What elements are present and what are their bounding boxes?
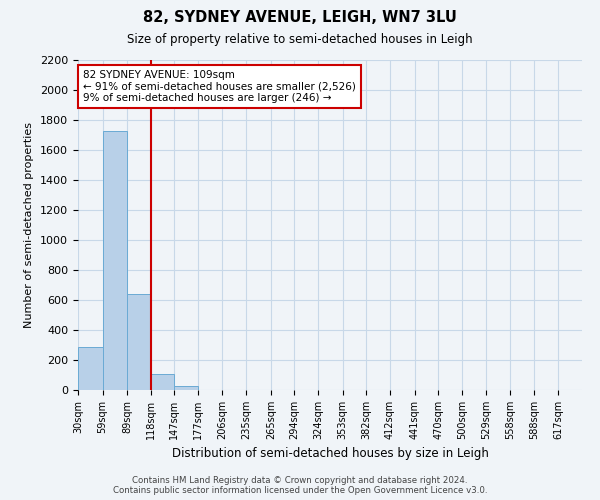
Bar bbox=[151, 374, 175, 390]
Text: 82 SYDNEY AVENUE: 109sqm
← 91% of semi-detached houses are smaller (2,526)
9% of: 82 SYDNEY AVENUE: 109sqm ← 91% of semi-d… bbox=[83, 70, 356, 103]
Text: 82, SYDNEY AVENUE, LEIGH, WN7 3LU: 82, SYDNEY AVENUE, LEIGH, WN7 3LU bbox=[143, 10, 457, 25]
Bar bbox=[78, 346, 103, 390]
Y-axis label: Number of semi-detached properties: Number of semi-detached properties bbox=[25, 122, 34, 328]
Bar bbox=[127, 294, 151, 390]
X-axis label: Distribution of semi-detached houses by size in Leigh: Distribution of semi-detached houses by … bbox=[172, 448, 488, 460]
Text: Contains HM Land Registry data © Crown copyright and database right 2024.
Contai: Contains HM Land Registry data © Crown c… bbox=[113, 476, 487, 495]
Text: Size of property relative to semi-detached houses in Leigh: Size of property relative to semi-detach… bbox=[127, 32, 473, 46]
Bar bbox=[175, 386, 198, 390]
Bar bbox=[103, 130, 127, 390]
